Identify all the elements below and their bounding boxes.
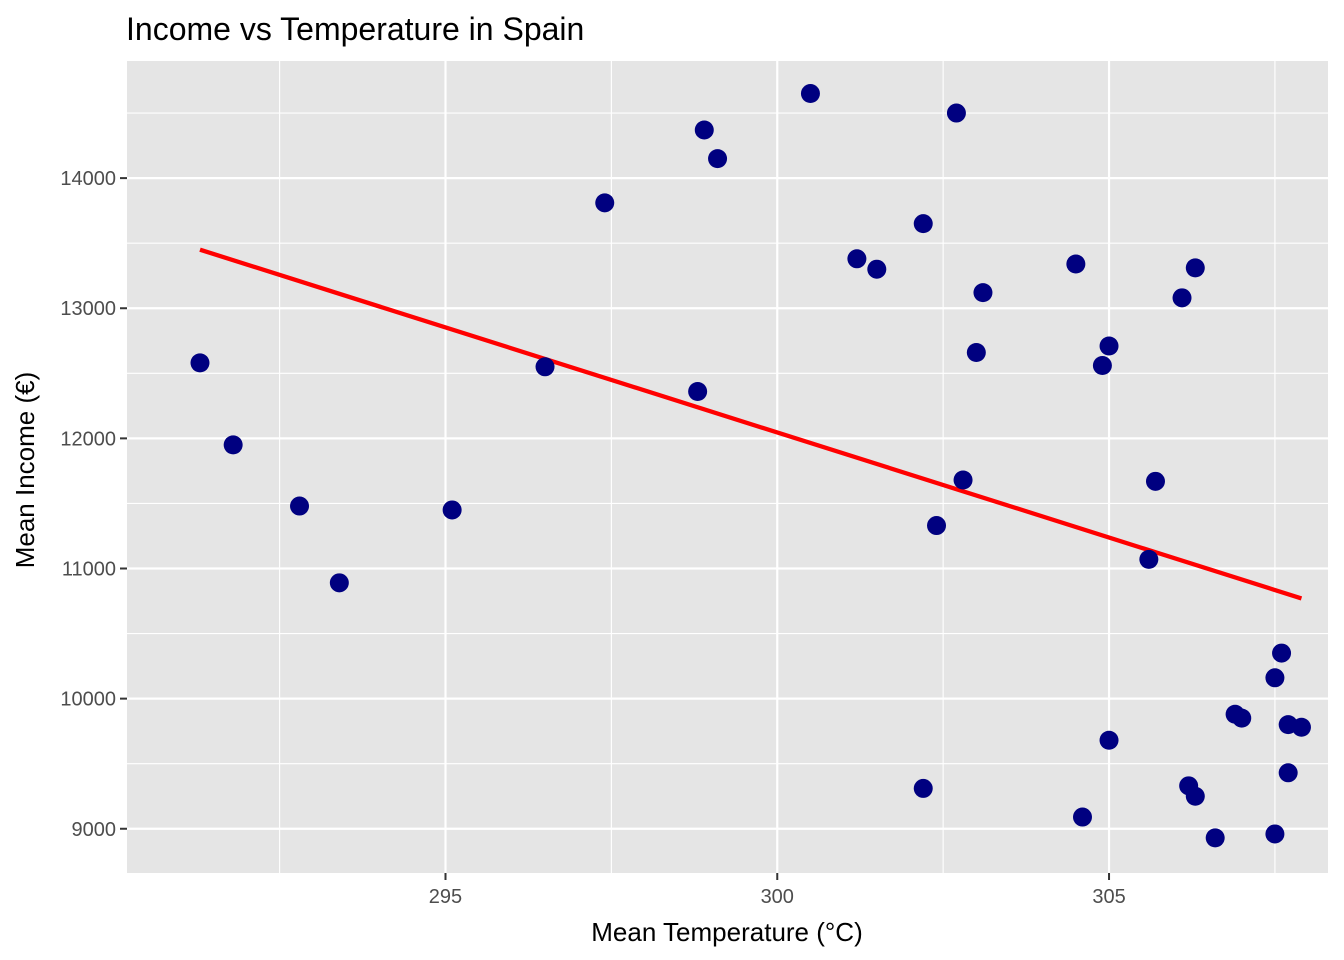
data-point bbox=[1265, 824, 1285, 844]
x-axis-ticks: 295 300 305 bbox=[429, 873, 1126, 908]
data-point bbox=[946, 103, 966, 123]
y-axis-title: Mean Income (€) bbox=[10, 372, 40, 569]
data-point bbox=[1265, 668, 1285, 688]
data-point bbox=[1066, 254, 1086, 274]
data-point bbox=[800, 84, 820, 104]
data-point bbox=[708, 149, 728, 169]
data-point bbox=[1272, 643, 1292, 663]
data-point bbox=[1139, 549, 1159, 569]
x-axis-title: Mean Temperature (°C) bbox=[591, 917, 862, 947]
data-point bbox=[595, 193, 615, 213]
data-point bbox=[1291, 717, 1311, 737]
data-point bbox=[1172, 288, 1192, 308]
data-point bbox=[913, 778, 933, 798]
chart-title: Income vs Temperature in Spain bbox=[126, 11, 584, 47]
data-point bbox=[1232, 708, 1252, 728]
y-axis-ticks: 9000 10000 11000 12000 13000 14000 bbox=[60, 168, 127, 841]
x-tick-label: 305 bbox=[1092, 886, 1125, 908]
y-tick-label: 9000 bbox=[72, 819, 117, 841]
trend-line bbox=[199, 247, 1303, 601]
data-point bbox=[329, 573, 349, 593]
x-tick-label: 300 bbox=[761, 886, 794, 908]
data-point bbox=[867, 259, 887, 279]
x-tick-label: 295 bbox=[429, 886, 462, 908]
data-point bbox=[535, 357, 555, 377]
data-point bbox=[442, 500, 462, 520]
data-point bbox=[927, 516, 947, 536]
data-point bbox=[1185, 786, 1205, 806]
y-tick-label: 12000 bbox=[60, 428, 116, 450]
trend-line-group bbox=[199, 247, 1303, 601]
y-tick-label: 14000 bbox=[60, 168, 116, 190]
data-point bbox=[1092, 356, 1112, 375]
data-point bbox=[290, 496, 310, 516]
data-point bbox=[1185, 258, 1205, 278]
data-point bbox=[1099, 336, 1119, 356]
data-point bbox=[688, 382, 708, 402]
y-tick-label: 11000 bbox=[62, 559, 116, 581]
data-point bbox=[223, 435, 243, 455]
data-point bbox=[190, 353, 210, 373]
data-point bbox=[1099, 730, 1119, 750]
data-point bbox=[966, 342, 986, 362]
y-tick-label: 10000 bbox=[60, 689, 116, 711]
data-point bbox=[1072, 807, 1092, 827]
data-points bbox=[190, 84, 1311, 848]
data-point bbox=[973, 283, 993, 303]
plot-panel bbox=[127, 61, 1328, 873]
data-point bbox=[694, 120, 714, 140]
data-point bbox=[1278, 763, 1298, 783]
data-point bbox=[953, 470, 973, 490]
data-point bbox=[847, 249, 867, 269]
data-point bbox=[1145, 471, 1165, 491]
data-point bbox=[913, 214, 933, 234]
y-tick-label: 13000 bbox=[60, 298, 116, 320]
data-point bbox=[1205, 828, 1225, 848]
